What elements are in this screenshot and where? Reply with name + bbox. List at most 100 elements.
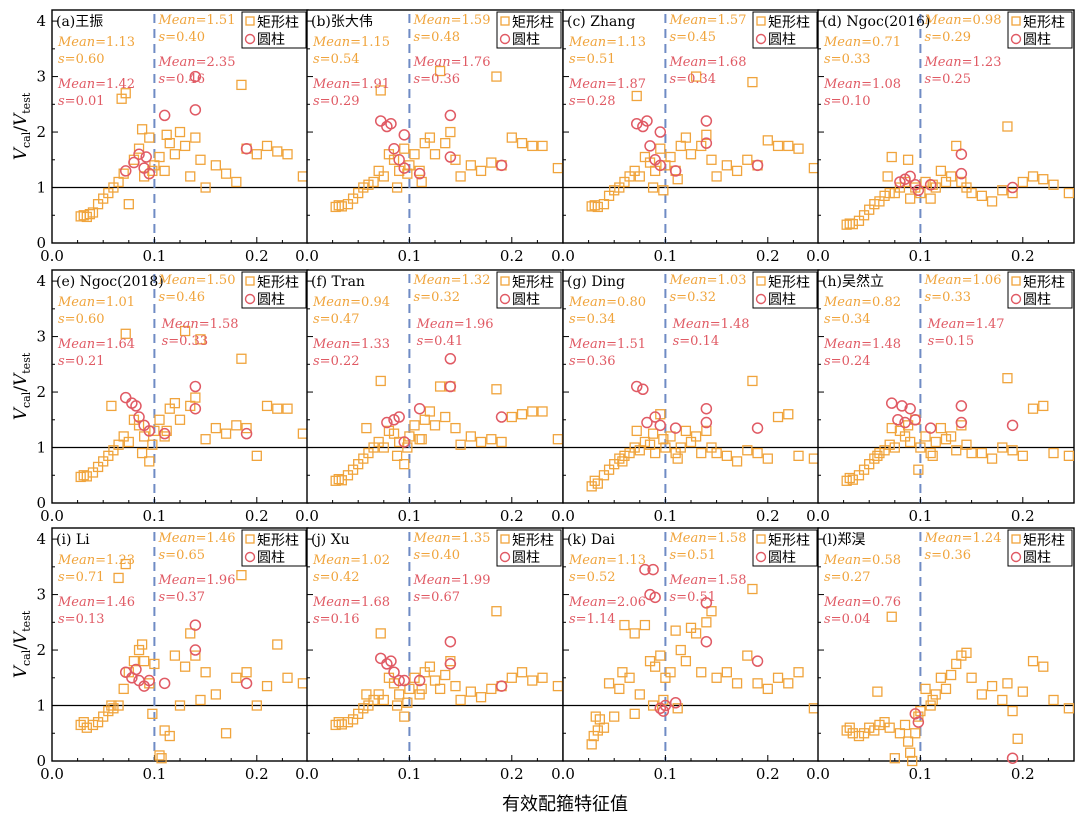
rect-column-point bbox=[195, 154, 206, 165]
rect-column-point bbox=[951, 445, 962, 456]
stat-mean-value: 1.58 bbox=[210, 317, 239, 332]
rect-column-point bbox=[378, 442, 389, 453]
stat-s-value: 0.01 bbox=[76, 94, 105, 109]
stat-mean-symbol: Mean bbox=[668, 273, 706, 288]
rect-column-point bbox=[762, 135, 773, 146]
rect-column-point bbox=[910, 728, 921, 739]
rect-column-point bbox=[945, 669, 957, 681]
rect-column-point bbox=[81, 722, 92, 733]
rect-column-point bbox=[220, 168, 232, 179]
stat-mean: Mean=1.33 bbox=[312, 337, 390, 352]
rect-column-point bbox=[589, 475, 600, 486]
x-tick-label: 0.1 bbox=[397, 765, 421, 783]
rect-column-point bbox=[154, 151, 165, 163]
stat-s-value: 0.21 bbox=[76, 354, 105, 369]
rect-column-point bbox=[375, 375, 386, 387]
circular-column-point bbox=[904, 402, 916, 415]
rect-column-point bbox=[884, 722, 895, 733]
stat-s-symbol: s bbox=[824, 570, 831, 585]
stat-mean-symbol: Mean bbox=[157, 13, 195, 28]
stat-s: s=0.15 bbox=[928, 334, 975, 349]
stat-s: s=0.41 bbox=[417, 334, 464, 349]
rect-column-point bbox=[882, 171, 893, 182]
stat-mean-symbol: Mean bbox=[568, 595, 606, 610]
rect-column-point bbox=[1002, 678, 1013, 689]
stat-mean: Mean=1.48 bbox=[672, 317, 750, 332]
rect-column-point bbox=[251, 149, 262, 160]
circular-column-point bbox=[158, 677, 171, 690]
rect-column-point bbox=[190, 650, 201, 661]
stat-s-symbol: s bbox=[824, 612, 831, 627]
circular-column-point bbox=[189, 644, 202, 656]
rect-column-point bbox=[672, 703, 683, 714]
rect-column-point bbox=[1017, 450, 1028, 461]
rect-column-point bbox=[388, 154, 400, 165]
rect-column-point bbox=[195, 694, 206, 706]
rect-column-point bbox=[169, 149, 181, 160]
rect-column-point bbox=[527, 406, 538, 417]
circular-column-point bbox=[388, 666, 400, 678]
stat-mean: Mean=2.06 bbox=[568, 595, 646, 610]
rect-column-point bbox=[537, 406, 548, 417]
rect-column-point bbox=[675, 442, 686, 453]
stat-s: s=0.42 bbox=[313, 570, 360, 585]
rect-column-point bbox=[913, 464, 924, 475]
legend-circ-marker bbox=[499, 293, 511, 305]
stat-s-symbol: s bbox=[158, 290, 165, 305]
stat-mean-symbol: Mean bbox=[823, 553, 861, 568]
stat-s: s=0.47 bbox=[313, 312, 360, 327]
panel-frame bbox=[817, 9, 1075, 244]
rect-column-point bbox=[1038, 174, 1049, 185]
stat-mean-value: 1.51 bbox=[207, 13, 236, 28]
rect-column-point bbox=[75, 471, 86, 483]
circular-column-point bbox=[899, 416, 911, 429]
stat-mean: Mean=1.51 bbox=[568, 337, 646, 352]
ylabel-sub-cal: cal bbox=[20, 649, 33, 666]
stat-s-value: 0.36 bbox=[587, 354, 616, 369]
stat-s-value: 0.60 bbox=[76, 312, 105, 327]
stat-s-value: 0.65 bbox=[176, 548, 205, 563]
rect-column-point bbox=[368, 176, 379, 188]
stat-mean-value: 1.01 bbox=[106, 295, 135, 310]
rect-column-point bbox=[336, 719, 347, 730]
stat-mean-value: 1.48 bbox=[872, 337, 901, 352]
stat-mean-value: 0.82 bbox=[872, 295, 901, 310]
rect-column-point bbox=[609, 711, 620, 722]
rect-column-point bbox=[940, 683, 952, 695]
stat-mean: Mean=1.87 bbox=[568, 77, 646, 92]
stat-mean: Mean=1.01 bbox=[57, 295, 135, 310]
rect-column-point bbox=[465, 686, 476, 697]
legend-circ-marker bbox=[1010, 293, 1022, 305]
rect-column-point bbox=[986, 453, 998, 464]
stat-s-value: 0.28 bbox=[587, 94, 616, 109]
y-axis-label: Vcal/Vtest bbox=[11, 610, 33, 678]
circular-column-point bbox=[892, 414, 904, 426]
stat-s-symbol: s bbox=[313, 570, 320, 585]
rect-column-point bbox=[793, 667, 804, 678]
stat-s-symbol: s bbox=[413, 590, 420, 605]
stat-s-value: 0.45 bbox=[687, 30, 716, 45]
circular-column-point bbox=[444, 353, 457, 365]
rect-column-point bbox=[639, 619, 651, 631]
ylabel-sub-cal: cal bbox=[20, 131, 33, 148]
rect-column-point bbox=[537, 672, 548, 683]
rect-column-point bbox=[706, 154, 717, 165]
legend-rect-label: 矩形柱 bbox=[257, 275, 299, 291]
rect-column-point bbox=[961, 647, 972, 658]
ylabel-slash: / bbox=[11, 644, 31, 650]
rect-column-point bbox=[391, 182, 403, 193]
circular-column-point bbox=[240, 427, 253, 440]
stat-mean: Mean=1.68 bbox=[312, 595, 390, 610]
rect-column-point bbox=[450, 422, 461, 434]
legend-rect-marker bbox=[1011, 276, 1021, 286]
stat-s-value: 1.14 bbox=[587, 612, 616, 627]
rect-column-point bbox=[680, 655, 692, 667]
circular-column-point bbox=[700, 597, 713, 609]
rect-column-point bbox=[783, 409, 794, 420]
x-tick-label: 0.2 bbox=[1011, 765, 1035, 783]
rect-column-point bbox=[84, 209, 96, 220]
stat-s-symbol: s bbox=[824, 52, 831, 67]
circular-column-point bbox=[904, 170, 916, 183]
rect-column-point bbox=[1012, 733, 1023, 744]
